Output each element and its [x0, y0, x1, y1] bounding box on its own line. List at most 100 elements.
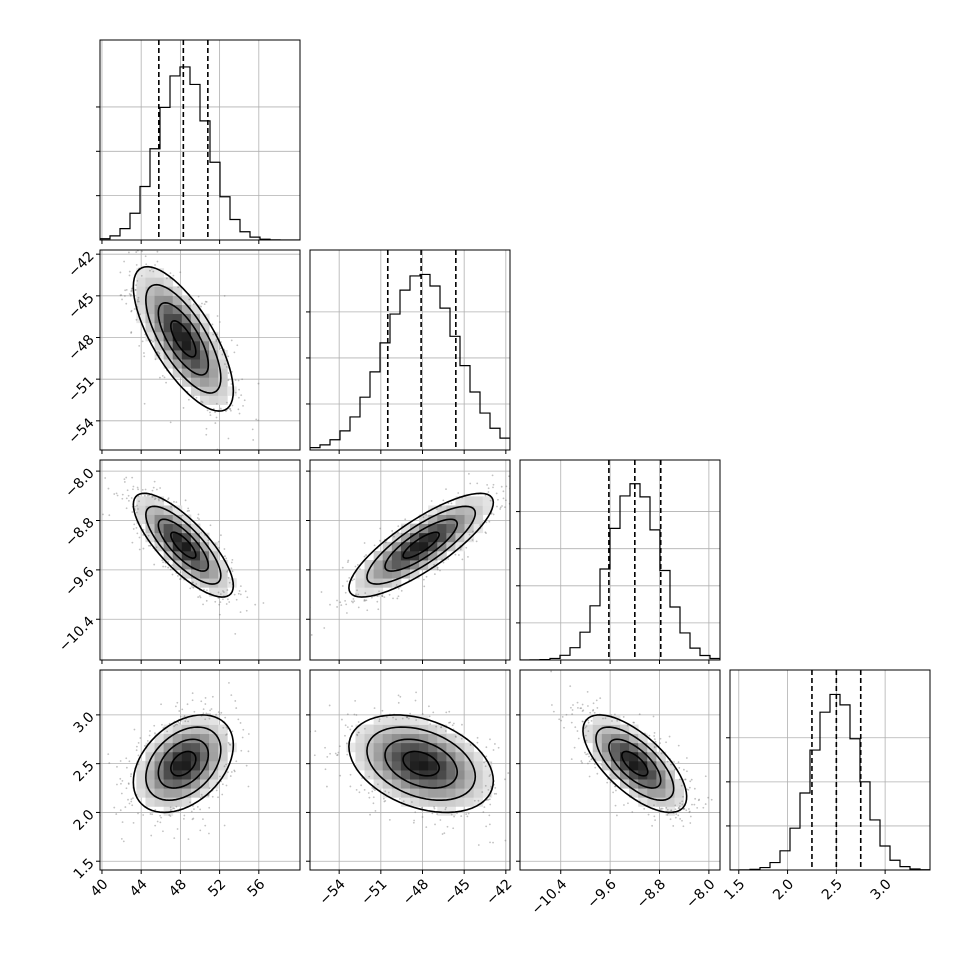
sample-point [674, 808, 677, 811]
sample-point [447, 502, 450, 505]
sample-point [594, 766, 597, 769]
sample-point [492, 483, 495, 486]
sample-point [538, 783, 540, 785]
sample-point [187, 838, 190, 841]
contour-line [145, 283, 222, 394]
sample-point [492, 749, 495, 751]
density-cell [601, 751, 612, 762]
density-cell [601, 715, 612, 725]
contour-line [402, 531, 440, 559]
sample-point [130, 289, 133, 292]
density-cell [455, 514, 465, 525]
sample-point [119, 294, 122, 297]
sample-point [218, 613, 221, 616]
sample-point [355, 593, 357, 596]
sample-point [154, 264, 156, 266]
density-cell [638, 751, 648, 762]
sample-point [230, 383, 233, 385]
sample-point [227, 741, 230, 744]
density-cell [410, 742, 420, 753]
density-cell [419, 760, 429, 771]
density-cell [656, 788, 666, 798]
sample-point [611, 720, 613, 722]
density-cell [136, 514, 146, 525]
density-cell [190, 386, 201, 396]
sample-point [102, 513, 104, 516]
density-cells [136, 268, 237, 405]
sample-point [214, 600, 217, 603]
sample-point [188, 298, 191, 301]
sample-point [653, 735, 656, 737]
density-cell [181, 569, 192, 579]
sample-point [397, 531, 399, 534]
sample-point [204, 718, 207, 721]
sample-point [587, 730, 590, 733]
contour-line [348, 714, 495, 814]
sample-point [428, 715, 431, 718]
density-cell [154, 733, 165, 744]
sample-point [488, 775, 491, 777]
sample-point [181, 708, 184, 711]
panel-frame [519, 459, 721, 661]
sample-point [384, 541, 387, 544]
sample-point [152, 486, 155, 489]
x-tick-label: 2.5 [819, 876, 846, 903]
sample-point [215, 338, 218, 341]
sample-point [169, 806, 172, 809]
sample-point [550, 670, 553, 673]
density-cell [391, 541, 402, 552]
sample-point [415, 719, 418, 721]
density-cell [181, 331, 192, 342]
sample-point [372, 788, 375, 790]
x-tick-label: 40 [88, 876, 112, 900]
sample-point [399, 695, 402, 698]
sample-point [582, 709, 585, 712]
sample-point [161, 559, 164, 562]
hist-panel-p1 [96, 39, 301, 244]
density-cell [473, 760, 484, 771]
sample-point [195, 583, 198, 585]
sample-point [215, 713, 218, 716]
sample-point [684, 778, 686, 781]
density-cell [172, 514, 183, 525]
density-cell [200, 322, 210, 333]
sample-point [488, 520, 491, 523]
sample-point [345, 603, 348, 606]
sample-point [502, 490, 505, 493]
density-cell [400, 569, 411, 579]
sample-point [679, 818, 682, 820]
sample-point [128, 293, 131, 295]
sample-point [349, 773, 352, 776]
sample-point [241, 736, 244, 739]
density-cell [428, 742, 438, 753]
density-cell [172, 331, 183, 342]
sample-point [393, 535, 395, 538]
sample-point [217, 591, 220, 594]
sample-point [444, 808, 447, 811]
sample-point [234, 700, 237, 702]
density-cell [209, 770, 219, 780]
density-cell [620, 760, 630, 771]
density-cell [410, 797, 420, 807]
sample-point [215, 789, 218, 792]
sample-point [586, 753, 589, 755]
sample-point [121, 493, 124, 496]
sample-point [204, 703, 207, 705]
sample-point [224, 716, 227, 719]
density-cell [355, 760, 365, 771]
sample-point [144, 255, 147, 258]
sample-point [707, 796, 710, 799]
density-cell [464, 788, 475, 798]
sample-point [123, 478, 126, 481]
density-cell [145, 532, 155, 543]
sample-point [135, 749, 138, 752]
sample-point [368, 775, 371, 778]
sample-point [425, 826, 428, 828]
density-cell [172, 286, 183, 296]
sample-point [122, 247, 124, 249]
sample-point [682, 795, 684, 798]
sample-point [158, 352, 161, 355]
density-cell [136, 788, 146, 798]
sample-point [209, 709, 211, 712]
sample-point [596, 707, 599, 709]
